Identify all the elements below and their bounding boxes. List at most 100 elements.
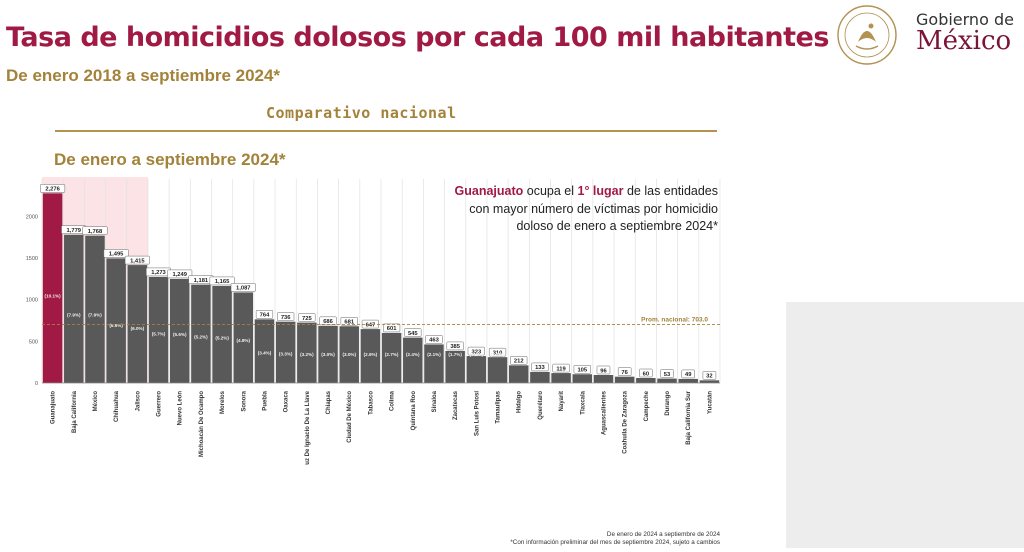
bar [508, 365, 529, 383]
bar [254, 319, 275, 383]
value-label-box [209, 276, 235, 286]
category-label: Colima [390, 390, 396, 411]
percent-label: (3.3%) [279, 351, 293, 356]
category-label: Oaxaca [284, 390, 290, 412]
section-divider [55, 130, 717, 132]
bar [191, 284, 211, 383]
value-label: 2,276 [45, 187, 60, 193]
bar [148, 276, 169, 383]
value-label-box [382, 323, 401, 333]
value-label: 686 [323, 319, 333, 325]
y-tick-label: 1000 [26, 298, 38, 304]
percent-label: (6.0%) [131, 326, 145, 331]
value-label: 1,768 [88, 229, 103, 235]
y-tick-label: 2000 [26, 214, 38, 220]
percent-label: (5.7%) [152, 331, 166, 336]
bar [297, 322, 317, 383]
value-label: 385 [450, 344, 460, 350]
footnote-line-1: De enero de 2024 a septiembre de 2024 [606, 531, 720, 538]
category-label: Nayarit [559, 391, 565, 411]
section-heading: Comparativo nacional [266, 104, 457, 122]
value-label-box [639, 368, 653, 378]
category-label: Jalisco [135, 391, 141, 412]
value-label-box [103, 249, 129, 258]
bar [275, 321, 296, 383]
value-label-box [531, 362, 549, 372]
value-label: 463 [429, 338, 439, 344]
percent-label: (1.4%) [491, 352, 505, 357]
category-label: Aguascalientes [601, 390, 607, 435]
category-label: Durango [665, 391, 671, 416]
value-label: 212 [514, 359, 524, 365]
page-title: Tasa de homicidios dolosos por cada 100 … [6, 22, 829, 53]
value-label: 53 [664, 372, 671, 378]
value-label: 545 [408, 331, 418, 337]
bar [64, 234, 84, 383]
category-label: Sonora [241, 390, 247, 411]
category-label: Veracruz De Ignacio De La Llave [305, 390, 311, 465]
value-label: 1,181 [194, 278, 209, 284]
value-label: 1,087 [236, 286, 251, 292]
category-label: San Luis Potosí [474, 391, 480, 436]
value-label: 681 [344, 320, 354, 326]
category-label: Nuevo León [178, 391, 184, 426]
category-label: Morelos [220, 390, 226, 414]
category-label: Tlaxcala [580, 390, 586, 414]
value-label-box [510, 356, 528, 365]
value-label: 76 [621, 370, 628, 376]
bar [593, 375, 614, 383]
bar [466, 356, 487, 383]
percent-label: (3.0%) [321, 352, 335, 357]
value-label: 1,165 [215, 279, 230, 285]
category-label: Yucatán [707, 391, 713, 414]
percent-label: (3.0%) [342, 352, 356, 357]
percent-label: (2.4%) [406, 352, 420, 357]
callout-text-1: ocupa el [523, 184, 578, 198]
bar [530, 371, 550, 383]
y-tick-label: 500 [29, 339, 38, 345]
percent-label: (3.4%) [258, 350, 272, 355]
bar [636, 378, 656, 383]
category-label: Ciudad De México [347, 391, 353, 443]
value-label-box [40, 184, 66, 193]
category-label: Chihuahua [114, 390, 120, 422]
value-label: 1,273 [151, 270, 166, 276]
footnote-line-2: *Con información preliminar del mes de s… [510, 539, 720, 546]
value-label: 647 [366, 322, 376, 328]
value-label-box [660, 369, 674, 378]
value-label-box [404, 328, 422, 337]
percent-label: (3.2%) [300, 352, 314, 357]
category-label: Guanajuato [51, 391, 57, 424]
bar [212, 285, 232, 383]
bar [339, 326, 359, 383]
category-label: Puebla [262, 390, 268, 410]
percent-label: (7.9%) [67, 312, 81, 317]
value-label-box [82, 226, 108, 235]
logo-line-1: Gobierno de [916, 10, 1014, 29]
value-label-box [230, 283, 256, 292]
value-label-box [702, 371, 717, 380]
footnote: De enero de 2024 a septiembre de 2024 *C… [400, 531, 720, 547]
value-label-box [488, 347, 507, 357]
percent-label: (6.6%) [109, 323, 123, 328]
percent-label: (2.7%) [385, 352, 399, 357]
value-label: 1,415 [130, 258, 145, 264]
category-label: Sinaloa [432, 390, 438, 412]
percent-label: (4.8%) [237, 338, 251, 343]
percent-label: (1.4%) [470, 352, 484, 357]
value-label-box [340, 317, 358, 326]
bar [85, 235, 105, 383]
percent-label: (10.1%) [45, 294, 62, 299]
value-label-box [467, 346, 485, 356]
value-label-box [552, 363, 570, 373]
logo-line-2: México [916, 26, 1012, 56]
category-label: Tabasco [368, 391, 374, 415]
category-label: Baja California Sur [686, 390, 692, 444]
percent-label: (1.7%) [448, 352, 462, 357]
category-label: Quintana Roo [411, 391, 417, 431]
bar [487, 357, 508, 383]
percent-label: (5.2%) [194, 335, 208, 340]
bar [318, 325, 338, 383]
y-tick-label: 1500 [26, 256, 38, 262]
gobierno-logo: Gobierno de México [836, 0, 1024, 72]
